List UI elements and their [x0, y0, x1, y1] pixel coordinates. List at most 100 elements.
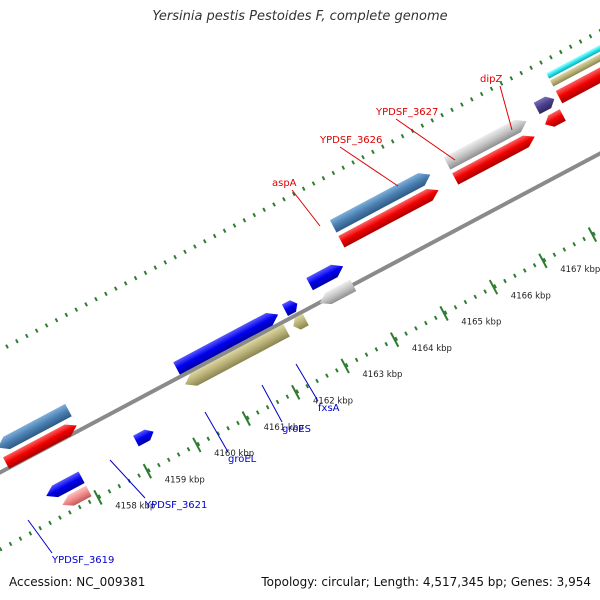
gene-label[interactable]: fxsA	[318, 403, 340, 414]
gene-arrow[interactable]	[443, 115, 530, 170]
grid-tick	[28, 531, 33, 536]
grid-tick	[232, 223, 237, 228]
grid-tick	[433, 315, 438, 321]
grid-tick	[384, 341, 389, 347]
gene-leader-line	[204, 411, 229, 453]
grid-tick	[443, 310, 448, 315]
grid-tick	[542, 257, 547, 263]
grid-tick	[305, 383, 310, 389]
grid-tick	[255, 410, 260, 415]
gene-arrow[interactable]	[317, 279, 357, 309]
grid-tick	[354, 357, 359, 363]
gene-arrow[interactable]	[338, 184, 441, 248]
gene-arrow[interactable]	[0, 403, 72, 454]
gene-label[interactable]: dipZ	[480, 74, 502, 85]
grid-tick	[196, 441, 201, 447]
grid-tick	[400, 133, 405, 139]
grid-tick	[186, 447, 191, 452]
grid-tick	[394, 336, 399, 342]
grid-tick	[532, 263, 537, 268]
gene-arrow[interactable]	[290, 313, 309, 332]
gene-arrow[interactable]	[182, 324, 290, 390]
gene-arrow[interactable]	[2, 420, 80, 469]
grid-tick	[390, 139, 395, 144]
grid-tick	[163, 260, 168, 265]
grid-tick	[295, 389, 300, 394]
grid-tick	[404, 331, 408, 336]
grid-tick	[44, 323, 49, 328]
gene-arrow[interactable]	[281, 298, 300, 316]
grid-tick	[325, 373, 329, 378]
grid-tick	[285, 394, 290, 399]
grid-tick	[113, 286, 118, 291]
gene-arrow[interactable]	[452, 131, 538, 185]
gene-arrow[interactable]	[173, 308, 281, 375]
gene-arrow[interactable]	[555, 39, 600, 104]
grid-tick	[562, 247, 567, 252]
grid-tick	[469, 97, 474, 102]
gene-label[interactable]: groES	[282, 424, 311, 435]
grid-tick	[493, 284, 497, 289]
grid-tick	[315, 378, 319, 384]
ruler-tick	[538, 253, 548, 269]
grid-tick	[97, 494, 102, 499]
ruler-tick-label: 4162 kbp	[313, 397, 353, 407]
gene-label[interactable]: groEL	[228, 454, 257, 465]
gene-arrow[interactable]	[133, 426, 156, 447]
grid-tick	[473, 294, 478, 300]
gene-label[interactable]: YPDSF_3627	[375, 107, 438, 118]
grid-tick	[117, 483, 122, 489]
grid-tick	[0, 546, 3, 552]
gene-arrow[interactable]	[306, 260, 346, 291]
grid-tick	[87, 499, 92, 505]
ruler-tick-label: 4161 kbp	[264, 423, 304, 433]
grid-tick	[236, 420, 240, 426]
grid-tick	[137, 473, 141, 478]
ruler-tick	[93, 489, 103, 505]
grid-tick	[5, 344, 9, 349]
grid-tick	[94, 296, 98, 302]
gene-arrow[interactable]	[60, 485, 92, 511]
grid-tick	[291, 191, 296, 197]
grid-tick	[552, 252, 557, 257]
gene-label[interactable]: YPDSF_3619	[51, 555, 114, 566]
grid-tick	[578, 39, 583, 44]
grid-tick	[34, 328, 39, 333]
grid-tick	[212, 233, 217, 239]
gene-arrow[interactable]	[546, 22, 600, 79]
gene-label[interactable]: aspA	[272, 178, 297, 189]
grid-tick	[479, 91, 484, 97]
grid-tick	[572, 241, 577, 247]
grid-tick	[592, 231, 596, 236]
gene-arrow[interactable]	[550, 29, 600, 87]
ruler-tick	[142, 463, 153, 479]
grid-tick	[48, 520, 52, 526]
grid-tick	[143, 270, 148, 276]
gene-label[interactable]: YPDSF_3621	[144, 500, 207, 511]
gene-arrow[interactable]	[533, 93, 558, 115]
grid-tick	[588, 34, 593, 39]
grid-tick	[206, 436, 211, 442]
grid-tick	[54, 317, 59, 323]
labels-layer: 4158 kbp 4159 kbp 4160 kbp 4161 kbp 4162 kbp…	[27, 74, 600, 566]
gene-arrow[interactable]	[542, 109, 566, 130]
grid-tick	[252, 212, 257, 218]
gene-arrow[interactable]	[43, 471, 85, 502]
grid-tick	[123, 281, 128, 286]
gene-arrow[interactable]	[329, 168, 434, 233]
grid-tick	[242, 218, 247, 223]
grid-tick	[216, 431, 221, 436]
grid-tick	[133, 275, 138, 281]
gene-leader-line	[395, 118, 456, 161]
gene-leader-line	[27, 519, 53, 554]
ruler-tick	[439, 305, 449, 321]
grid-tick	[38, 525, 43, 531]
backbone-track	[0, 123, 600, 503]
ruler-tick	[340, 358, 350, 374]
ruler-tick	[291, 384, 301, 400]
gene-label[interactable]: YPDSF_3626	[319, 135, 382, 146]
ruler-tick-label: 4166 kbp	[511, 291, 551, 301]
grid-tick	[24, 333, 29, 339]
grid-tick	[147, 468, 151, 473]
ruler-tick	[192, 437, 202, 453]
